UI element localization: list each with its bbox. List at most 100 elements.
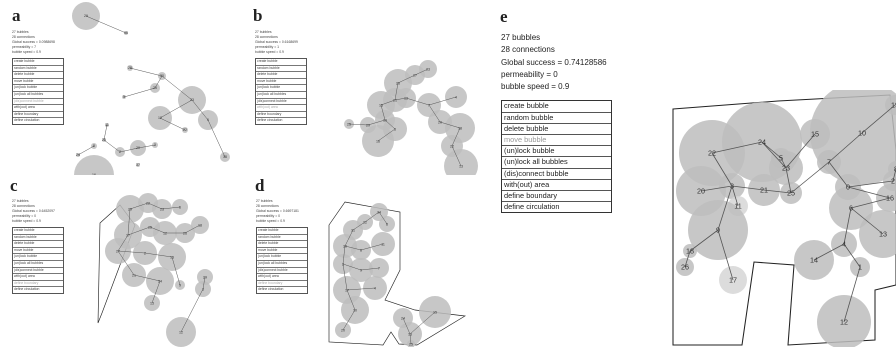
menu-with-area[interactable]: with(out) area — [13, 274, 63, 281]
bubble-label: 15 — [170, 255, 174, 259]
connection-count: 28 connections — [501, 45, 555, 55]
connection-line — [689, 229, 719, 252]
menu-define-circulation[interactable]: define circulation — [14, 118, 40, 123]
bubble-label: 29 — [203, 275, 207, 279]
bubble[interactable] — [74, 155, 114, 175]
bubble-label: 30 — [160, 74, 164, 78]
menu-connect-bubble[interactable]: (dis)connect bubble — [13, 99, 63, 106]
bubble-label: 13 — [408, 332, 412, 336]
menu-create-bubble[interactable]: create bubble — [13, 59, 63, 66]
connection-line — [380, 104, 386, 121]
connection-line — [717, 185, 733, 231]
menu-lock-all[interactable]: (un)lock all bubbles — [502, 157, 611, 169]
bubble-canvas-a[interactable]: 29162530282301251121220382416382237 — [60, 0, 245, 175]
menu-define-boundary[interactable]: define boundary — [256, 112, 306, 119]
menu-lock-bubble[interactable]: (un)lock bubble — [256, 85, 306, 92]
connection-line — [127, 208, 131, 236]
bubble-label: 16 — [124, 31, 128, 35]
bubble-canvas-d[interactable]: 31 22 34 8 30 6 11 2 9 7 17 4 10 20 24 13 15 25 — [325, 190, 490, 347]
menu-move-bubble[interactable]: move bubble — [13, 248, 63, 255]
connection-line — [180, 288, 204, 333]
bubble-canvas-c[interactable]: 29 22 23 6 17 25 12 26 18 27 2 15 21 24 13 9 29 3 12 — [90, 185, 250, 347]
menu-lock-bubble[interactable]: (un)lock bubble — [257, 254, 307, 261]
menu-with-area[interactable]: with(out) area — [13, 105, 63, 112]
bubble-label: 4 — [374, 286, 376, 290]
menu-delete-bubble[interactable]: delete bubble — [13, 72, 63, 79]
bubble[interactable] — [72, 2, 100, 30]
menu-define-boundary[interactable]: define boundary — [257, 281, 307, 288]
bubble-speed: bubble speed = 0.9 — [501, 82, 570, 92]
connection-line — [843, 207, 852, 245]
bubble-label: 10 — [858, 129, 866, 138]
menu-move-bubble[interactable]: move bubble — [257, 248, 307, 255]
bubble[interactable] — [888, 161, 896, 177]
menu-connect-bubble[interactable]: (dis)connect bubble — [13, 268, 63, 275]
menu-lock-bubble[interactable]: (un)lock bubble — [502, 146, 611, 158]
menu-random-bubble[interactable]: random bubble — [257, 235, 307, 242]
bubble-label: 21 — [102, 138, 106, 142]
menu-create-bubble[interactable]: create bubble — [502, 101, 611, 113]
bubble-canvas-e[interactable]: 22 24 15 10 19 20 3 523 25 7 0 2 8 21 11 16 9 6 4 13 14 1 18 26… — [670, 90, 896, 347]
bubble-label: 16 — [92, 173, 96, 175]
connection-line — [861, 104, 896, 134]
menu-define-circulation[interactable]: define circulation — [258, 287, 284, 292]
menu-with-area[interactable]: with(out) area — [257, 274, 307, 281]
connection-line — [813, 243, 845, 261]
menu-define-boundary[interactable]: define boundary — [502, 191, 611, 203]
menu-with-area[interactable]: with(out) area — [502, 180, 611, 191]
bubble[interactable] — [136, 163, 140, 167]
bubble-label: 2 — [144, 251, 146, 255]
connection-line — [711, 152, 733, 187]
bubble-label: 7 — [428, 103, 430, 107]
menu-connect-bubble[interactable]: (dis)connect bubble — [502, 169, 611, 180]
bubble-label: 13 — [459, 164, 463, 168]
bubble-label: 3 — [730, 182, 734, 191]
menu-random-bubble[interactable]: random bubble — [13, 235, 63, 242]
menu-define-boundary[interactable]: define boundary — [13, 281, 63, 288]
menu-connect-bubble[interactable]: (dis)connect bubble — [257, 268, 307, 275]
menu-create-bubble[interactable]: create bubble — [13, 228, 63, 235]
label-b: b — [253, 6, 263, 25]
menu-lock-all[interactable]: (un)lock all bubbles — [257, 261, 307, 268]
menu-delete-bubble[interactable]: delete bubble — [256, 72, 306, 79]
connection-line — [850, 207, 884, 235]
bubble-label: 4 — [455, 95, 457, 99]
menu-delete-bubble[interactable]: delete bubble — [13, 241, 63, 248]
menu-create-bubble[interactable]: create bubble — [256, 59, 306, 66]
menu-lock-all[interactable]: (un)lock all bubbles — [13, 92, 63, 99]
bubble-canvas-b[interactable]: 26 27 23 21 15 13 19 29 3 7 4 20 16 25 18 22 13 — [340, 45, 490, 175]
connection-line — [147, 202, 163, 210]
bubble-label: 12 — [840, 318, 848, 327]
menu-lock-bubble[interactable]: (un)lock bubble — [13, 85, 63, 92]
bubble[interactable] — [876, 184, 896, 212]
connection-line — [85, 15, 127, 34]
menu-define-circulation[interactable]: define circulation — [257, 118, 283, 123]
connection-line — [346, 289, 356, 311]
menu-define-circulation[interactable]: define circulation — [504, 202, 560, 212]
bubble-label: 13 — [150, 301, 154, 305]
menu-move-bubble[interactable]: move bubble — [13, 79, 63, 86]
menu-define-circulation[interactable]: define circulation — [14, 287, 40, 292]
connection-line — [103, 139, 121, 153]
connection-line — [344, 229, 354, 247]
panel-c-menu: create bubble random bubble delete bubbl… — [12, 227, 64, 294]
menu-random-bubble[interactable]: random bubble — [256, 66, 306, 73]
bubble-label: 2 — [119, 150, 121, 154]
menu-create-bubble[interactable]: create bubble — [257, 228, 307, 235]
menu-lock-bubble[interactable]: (un)lock bubble — [13, 254, 63, 261]
menu-define-boundary[interactable]: define boundary — [13, 112, 63, 119]
menu-connect-bubble[interactable]: (dis)connect bubble — [256, 99, 306, 106]
menu-with-area[interactable]: with(out) area — [256, 105, 306, 112]
menu-move-bubble[interactable]: move bubble — [256, 79, 306, 86]
menu-random-bubble[interactable]: random bubble — [502, 113, 611, 124]
menu-random-bubble[interactable]: random bubble — [13, 66, 63, 73]
menu-delete-bubble[interactable]: delete bubble — [502, 124, 611, 136]
menu-move-bubble[interactable]: move bubble — [502, 135, 611, 147]
menu-delete-bubble[interactable]: delete bubble — [257, 241, 307, 248]
menu-lock-all[interactable]: (un)lock all bubbles — [13, 261, 63, 268]
connection-line — [428, 96, 457, 106]
connection-line — [191, 99, 209, 121]
menu-lock-all[interactable]: (un)lock all bubbles — [256, 92, 306, 99]
bubble[interactable] — [444, 149, 478, 175]
bubble[interactable] — [885, 95, 896, 115]
